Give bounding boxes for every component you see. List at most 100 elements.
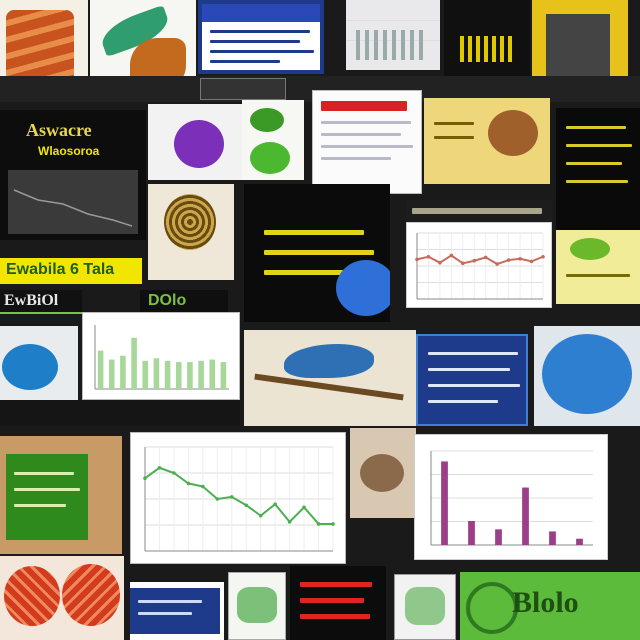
slide-line bbox=[428, 384, 520, 387]
data-point bbox=[143, 476, 147, 480]
fin-stripes bbox=[6, 10, 74, 86]
green-panel bbox=[6, 454, 88, 540]
data-point bbox=[438, 260, 442, 265]
bar bbox=[108, 359, 115, 389]
bar-chart-purple[interactable] bbox=[414, 434, 608, 560]
thumb-grey-chart[interactable] bbox=[346, 0, 440, 70]
bar bbox=[120, 355, 126, 389]
slide-green-wood[interactable] bbox=[0, 436, 122, 554]
thumb-map[interactable] bbox=[228, 572, 286, 640]
series-line bbox=[144, 466, 333, 525]
panel-line bbox=[14, 488, 80, 491]
bar-chart-green[interactable] bbox=[82, 312, 240, 400]
thumb-blue-document[interactable] bbox=[198, 0, 324, 74]
slide-line bbox=[300, 614, 370, 619]
bar bbox=[209, 359, 216, 389]
slide-line bbox=[264, 230, 364, 235]
data-point bbox=[302, 505, 306, 510]
slide-chart-area bbox=[8, 170, 138, 234]
thumb-yellow-specimen[interactable] bbox=[424, 98, 550, 184]
banner-yellow-label: Ewabila 6 Tala bbox=[6, 261, 115, 278]
bar bbox=[97, 350, 104, 389]
creature-icon bbox=[542, 334, 632, 414]
footer-green-label: Blolo bbox=[512, 586, 579, 619]
bar bbox=[164, 360, 171, 389]
data-point bbox=[244, 503, 249, 508]
fish-icon bbox=[4, 566, 60, 626]
slide-dark-yellow-text[interactable] bbox=[244, 184, 390, 322]
slide-line bbox=[428, 368, 510, 371]
data-point bbox=[449, 253, 454, 258]
line-chart-svg bbox=[143, 446, 335, 552]
slide-blue-small[interactable] bbox=[130, 582, 224, 640]
slide-dark-text[interactable] bbox=[556, 108, 640, 232]
data-point bbox=[495, 262, 499, 266]
bird-icon bbox=[336, 260, 390, 316]
leaf-icon bbox=[250, 108, 284, 132]
doc-heading bbox=[321, 101, 407, 111]
slide-line bbox=[566, 144, 632, 147]
slide-line bbox=[428, 352, 518, 355]
bar bbox=[522, 487, 529, 545]
doc-header bbox=[202, 4, 320, 22]
thumb-red-fish[interactable] bbox=[0, 556, 124, 640]
thumb-tan-crab[interactable] bbox=[350, 428, 416, 518]
thumb-small-dark[interactable] bbox=[200, 78, 286, 100]
circle-logo-icon bbox=[466, 582, 518, 634]
doc-line bbox=[434, 122, 474, 125]
data-point bbox=[201, 484, 205, 489]
thumb-brown-brain[interactable] bbox=[148, 184, 234, 280]
slide-line bbox=[428, 400, 498, 403]
banner-yellow[interactable]: Ewabila 6 Tala bbox=[0, 258, 142, 284]
data-point bbox=[316, 522, 321, 526]
thumb-banner-text[interactable] bbox=[406, 200, 552, 222]
data-point bbox=[172, 471, 176, 475]
banner-dark-small[interactable]: DOlo bbox=[140, 290, 228, 314]
bar bbox=[175, 362, 182, 389]
thumb-heron[interactable] bbox=[244, 330, 416, 426]
banner-dark-label: EwBiOl bbox=[4, 292, 59, 309]
map-icon bbox=[405, 587, 445, 625]
slide-dark-title[interactable]: Aswacre Wlaosoroa bbox=[0, 110, 146, 240]
bar bbox=[468, 520, 475, 545]
brain-icon bbox=[164, 194, 216, 250]
yellow-bars bbox=[460, 36, 516, 62]
slide-line bbox=[566, 180, 628, 183]
slide-line bbox=[264, 250, 374, 255]
crab-icon bbox=[360, 454, 404, 492]
data-point bbox=[157, 466, 162, 470]
thumb-purple-brain[interactable] bbox=[148, 104, 242, 180]
banner-dark-small-label: DOlo bbox=[148, 292, 187, 309]
data-point bbox=[472, 258, 477, 263]
slide-subtitle: Wlaosoroa bbox=[38, 144, 100, 158]
thumb-lime-leaf[interactable] bbox=[556, 230, 640, 304]
slide-line bbox=[566, 126, 626, 129]
bar bbox=[153, 358, 160, 389]
data-point bbox=[331, 522, 335, 526]
data-point bbox=[426, 254, 431, 259]
slide-red-text[interactable] bbox=[290, 566, 386, 640]
panel-line bbox=[138, 612, 192, 615]
line-chart-large[interactable] bbox=[130, 432, 346, 564]
slide-line bbox=[566, 162, 622, 165]
line-chart-small[interactable] bbox=[406, 222, 552, 308]
footer-green[interactable]: Blolo bbox=[460, 572, 640, 640]
thumb-red-document[interactable] bbox=[312, 90, 422, 194]
data-point bbox=[483, 255, 488, 260]
bar bbox=[549, 531, 556, 545]
slide-blue-text[interactable] bbox=[416, 334, 528, 426]
bar bbox=[220, 362, 227, 389]
bar bbox=[187, 362, 193, 389]
thumb-green-leaves[interactable] bbox=[242, 100, 304, 180]
thumb-blue-creature[interactable] bbox=[534, 326, 640, 426]
shell-icon bbox=[488, 110, 538, 156]
bar bbox=[495, 529, 502, 545]
thumb-map-2[interactable] bbox=[394, 574, 456, 640]
data-point bbox=[529, 259, 534, 264]
thumb-dark-bars[interactable] bbox=[444, 0, 530, 76]
data-point bbox=[258, 513, 263, 518]
slide-title: Aswacre bbox=[26, 120, 92, 140]
banner-dark[interactable]: EwBiOl bbox=[0, 290, 82, 314]
doc-line bbox=[321, 121, 411, 124]
grid-line bbox=[346, 20, 440, 21]
